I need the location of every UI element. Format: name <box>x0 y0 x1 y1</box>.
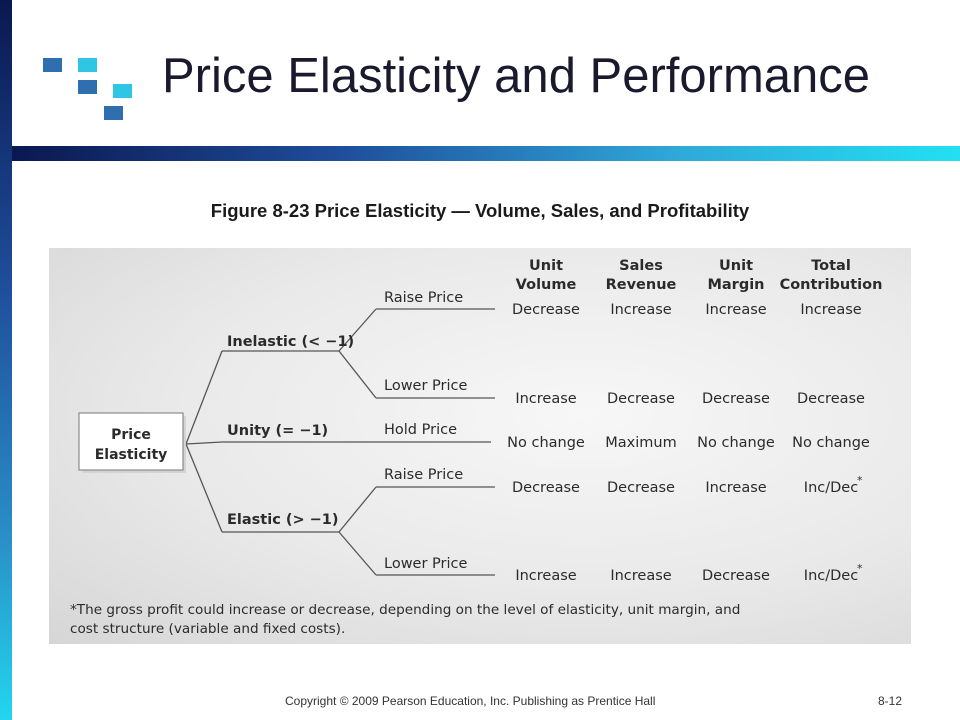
logo-square <box>78 80 97 94</box>
footnote-text: *The gross profit could increase or decr… <box>70 602 740 618</box>
figure-caption: Figure 8-23 Price Elasticity — Volume, S… <box>210 200 750 221</box>
action-label: Lower Price <box>384 556 467 572</box>
slide-title: Price Elasticity and Performance <box>162 49 871 103</box>
footer-copyright: Copyright © 2009 Pearson Education, Inc.… <box>285 694 656 708</box>
outcome-cell: Increase <box>515 391 576 407</box>
column-header: Sales <box>619 258 663 274</box>
footnote-text: cost structure (variable and fixed costs… <box>70 621 345 637</box>
outcome-cell: Decrease <box>607 391 675 407</box>
column-header: Unit <box>719 258 753 274</box>
outcome-cell: Maximum <box>605 435 676 451</box>
outcome-cell: Decrease <box>607 480 675 496</box>
logo-square <box>78 58 97 72</box>
outcome-cell: No change <box>792 435 870 451</box>
column-header: Unit <box>529 258 563 274</box>
branch-label-elastic: Elastic (> −1) <box>227 512 339 528</box>
outcome-cell: Increase <box>705 302 766 318</box>
outcome-cell: Decrease <box>512 480 580 496</box>
title-divider-bar <box>12 146 960 161</box>
column-header: Contribution <box>780 277 883 293</box>
root-label: Elasticity <box>95 447 168 463</box>
asterisk-mark: * <box>857 474 863 487</box>
branch-label-inelastic: Inelastic (< −1) <box>227 334 354 350</box>
column-header: Margin <box>707 277 764 293</box>
logo-square <box>43 58 62 72</box>
column-header: Volume <box>516 277 577 293</box>
branch-label-unity: Unity (= −1) <box>227 423 328 439</box>
page-number: 8-12 <box>878 694 903 708</box>
outcome-cell: Increase <box>610 302 671 318</box>
outcome-cell: Increase <box>610 568 671 584</box>
tree-connectors <box>185 308 495 576</box>
outcome-cell: Increase <box>800 302 861 318</box>
logo-square <box>113 84 132 98</box>
outcome-cell: Decrease <box>702 391 770 407</box>
outcome-cell: Increase <box>515 568 576 584</box>
outcome-cell: Decrease <box>702 568 770 584</box>
outcome-cell: No change <box>697 435 775 451</box>
column-header: Revenue <box>606 277 677 293</box>
outcome-cell: No change <box>507 435 585 451</box>
outcome-cell: Increase <box>705 480 766 496</box>
asterisk-mark: * <box>857 562 863 575</box>
action-label: Lower Price <box>384 378 467 394</box>
logo-square <box>104 106 123 120</box>
outcome-cell: Inc/Dec <box>804 480 858 496</box>
outcome-cell: Decrease <box>512 302 580 318</box>
elasticity-tree-diagram: Price Elasticity Inelastic (< −1) Unity … <box>70 258 883 637</box>
figure-panel: Price Elasticity Inelastic (< −1) Unity … <box>49 248 911 644</box>
action-label: Raise Price <box>384 467 463 483</box>
outcome-cell: Decrease <box>797 391 865 407</box>
action-label: Raise Price <box>384 290 463 306</box>
action-label: Hold Price <box>384 422 457 438</box>
root-box <box>78 412 184 471</box>
root-label: Price <box>111 427 151 443</box>
column-header: Total <box>811 258 851 274</box>
left-accent-bar <box>0 0 12 720</box>
outcome-cell: Inc/Dec <box>804 568 858 584</box>
